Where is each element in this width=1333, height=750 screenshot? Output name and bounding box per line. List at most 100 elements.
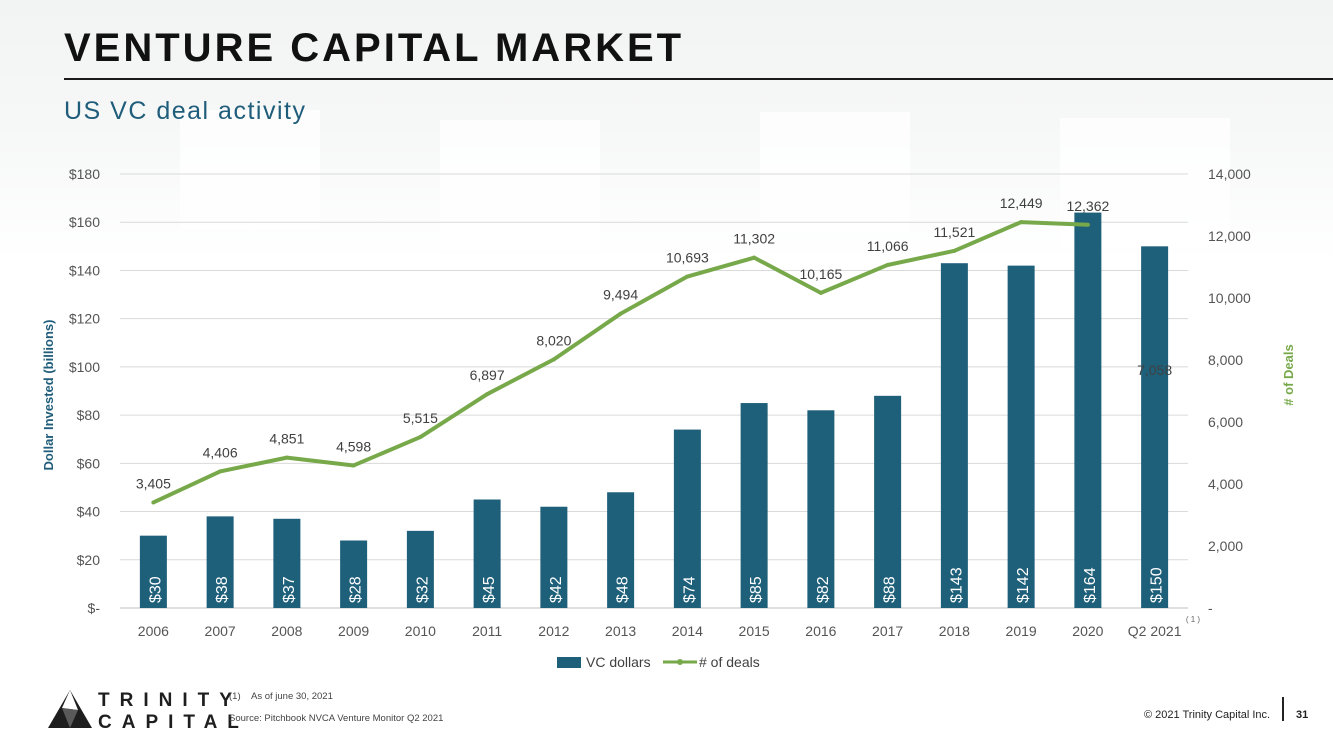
deals-point	[151, 500, 156, 505]
line-deals	[151, 220, 1090, 505]
x-tick-label: Q2 2021	[1128, 623, 1182, 639]
deals-value-label: 5,515	[403, 410, 438, 426]
page-subtitle: US VC deal activity	[64, 97, 307, 125]
x-tick-label: 2020	[1072, 623, 1103, 639]
bar-2016	[807, 410, 835, 608]
bar-2020	[1074, 212, 1102, 609]
x-tick-label: 2009	[338, 623, 369, 639]
deals-value-label: 11,066	[867, 238, 909, 254]
deals-value-label: 4,851	[269, 431, 304, 447]
bar-data-labels: $30 $38 $37 $28 $32 $45 $42 $48 $74 $85 $82 $88 $143…	[147, 567, 1165, 603]
x-tick-label: 2016	[805, 623, 836, 639]
bar-2012	[540, 506, 568, 608]
deals-value-label: 4,406	[203, 444, 238, 460]
x-tick-label: 2015	[739, 623, 770, 639]
y-axis-label: Dollar Invested (billions)	[41, 320, 56, 471]
bar-2018	[940, 263, 968, 608]
bar-value-label: $85	[748, 576, 765, 603]
y-tick-label: $100	[69, 359, 100, 375]
bar-2014	[673, 429, 701, 608]
y2-tick-label: 12,000	[1208, 228, 1251, 244]
logo-word-trinity: TRINITY	[98, 690, 242, 711]
deals-value-label: 11,302	[733, 231, 775, 247]
y2-tick-label: 4,000	[1208, 476, 1243, 492]
page-number: 31	[1296, 709, 1309, 721]
bar-value-label: $82	[815, 576, 832, 603]
deals-value-label: 12,449	[1000, 195, 1043, 211]
y-tick-label: $40	[77, 504, 101, 520]
deals-point	[1085, 222, 1090, 227]
deals-point	[1019, 220, 1024, 225]
bar-2006	[139, 535, 167, 608]
x-tick-label: 2019	[1006, 623, 1037, 639]
y-tick-label: $160	[69, 214, 100, 230]
deals-point	[685, 274, 690, 279]
page-title: VENTURE CAPITAL MARKET	[64, 26, 685, 70]
deals-value-label: 4,598	[336, 438, 371, 454]
trinity-logo-icon	[48, 690, 92, 728]
y-tick-label: $180	[69, 166, 100, 182]
deals-point	[551, 357, 556, 362]
y2-tick-label: 10,000	[1208, 290, 1251, 306]
bar-value-label: $142	[1015, 567, 1032, 603]
bar-value-label: $164	[1082, 567, 1099, 603]
bar-2013	[607, 492, 635, 608]
bar-value-label: $32	[414, 576, 431, 603]
footnote-number: (1)	[229, 691, 241, 702]
bar-value-label: $38	[214, 576, 231, 603]
deals-value-label: 12,362	[1066, 198, 1109, 214]
deals-point	[952, 248, 957, 253]
y-tick-label: $60	[77, 455, 101, 471]
legend-marker-deals	[677, 659, 683, 665]
deals-point	[218, 469, 223, 474]
left-axis-ticks: $- $20 $40 $60 $80 $100 $120 $140 $160 $180	[69, 166, 100, 616]
vc-deal-chart: $- $20 $40 $60 $80 $100 $120 $140 $160 $180 - 2,00…	[41, 166, 1296, 670]
y2-tick-label: 6,000	[1208, 414, 1243, 430]
bar-2007	[206, 516, 234, 608]
x-tick-label: 2010	[405, 623, 436, 639]
y2-axis-label: # of Deals	[1281, 344, 1296, 405]
x-tick-label: 2012	[538, 623, 569, 639]
deals-point	[418, 435, 423, 440]
bar-2009	[340, 540, 368, 608]
y-tick-label: $-	[88, 600, 101, 616]
x-tick-label: 2008	[271, 623, 302, 639]
y-tick-label: $80	[77, 407, 101, 423]
legend-label-deals: # of deals	[699, 654, 760, 670]
bar-value-label: $45	[481, 576, 498, 603]
deals-value-label: 9,494	[603, 287, 638, 303]
line-data-labels: 3,405 4,406 4,851 4,598 5,515 6,897 8,020 9,494…	[136, 195, 1172, 491]
bar-value-label: $143	[948, 567, 965, 603]
background-tile	[180, 110, 320, 230]
y2-tick-label: 2,000	[1208, 538, 1243, 554]
bar-value-label: $30	[147, 576, 164, 603]
title-rule	[64, 78, 1333, 80]
bar-value-label: $48	[615, 576, 632, 603]
bar-2011	[473, 499, 501, 608]
category-note: ( 1 )	[1186, 615, 1201, 624]
logo-word-capital: CAPITAL	[98, 712, 249, 733]
legend-swatch-vc-dollars	[557, 657, 581, 668]
deals-value-label: 10,693	[666, 250, 709, 266]
copyright: © 2021 Trinity Capital Inc.	[1144, 709, 1271, 721]
deals-point	[485, 392, 490, 397]
bars-vc-dollars	[139, 212, 1169, 609]
legend-label-vc-dollars: VC dollars	[586, 654, 651, 670]
deals-value-label: 10,165	[799, 266, 842, 282]
background-tile	[760, 112, 910, 232]
legend: VC dollars # of deals	[557, 654, 760, 670]
x-tick-label: 2014	[672, 623, 703, 639]
bar-value-label: $74	[681, 576, 698, 603]
deals-value-label: 7,058	[1137, 362, 1172, 378]
bar-2008	[273, 518, 301, 608]
y2-tick-label: 8,000	[1208, 352, 1243, 368]
y-tick-label: $140	[69, 262, 100, 278]
deals-point	[818, 290, 823, 295]
deals-value-label: 3,405	[136, 475, 171, 491]
background-tile	[440, 120, 600, 250]
bar-2017	[874, 395, 902, 608]
deals-point	[618, 311, 623, 316]
deals-point	[351, 463, 356, 468]
deals-value-label: 8,020	[536, 332, 571, 348]
deals-point	[752, 255, 757, 260]
